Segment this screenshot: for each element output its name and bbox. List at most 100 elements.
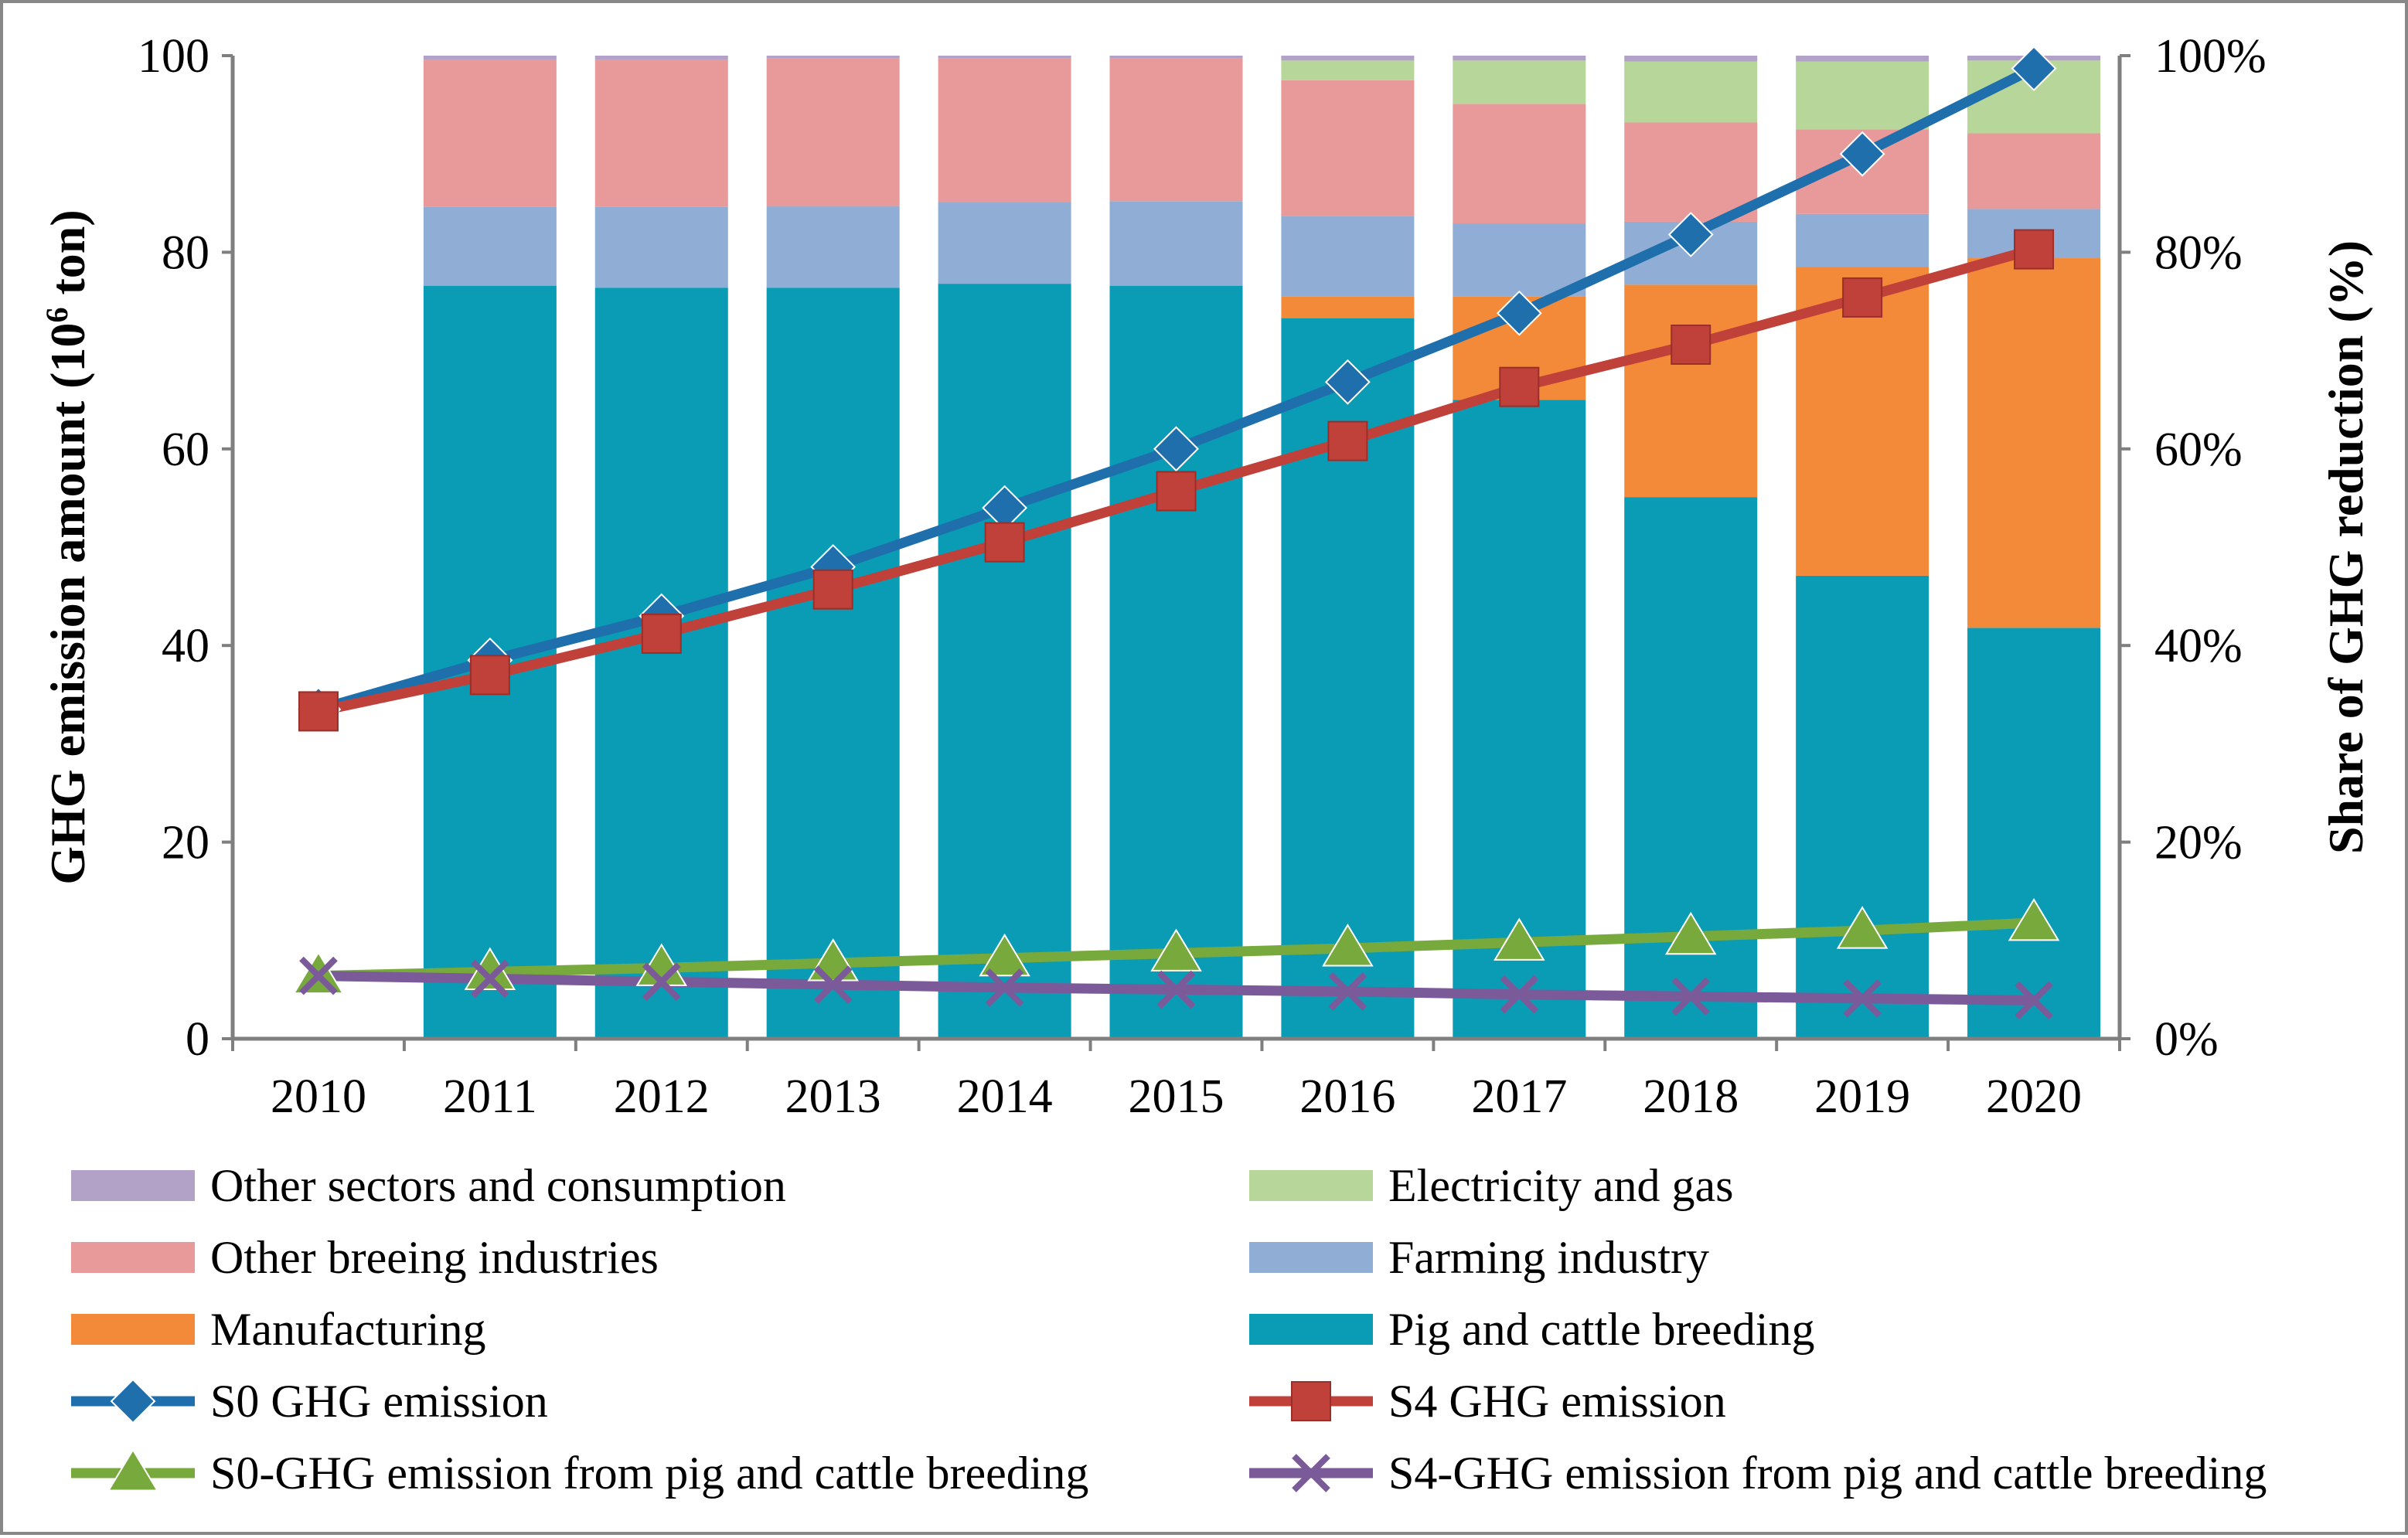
x-tick-label-2019: 2019 <box>1814 1070 1910 1123</box>
right-tick-label-40: 40% <box>2154 620 2243 672</box>
left-tick-label-80: 80 <box>162 226 209 279</box>
bar-manufacturing-2018 <box>1624 284 1758 498</box>
marker-s0-ghg-emission-2018 <box>1667 212 1714 257</box>
left-axis-title-sup: 6 <box>39 308 74 323</box>
left-tick-label-100: 100 <box>138 30 209 83</box>
bar-other-sectors-and-consumption-2013 <box>766 56 900 59</box>
right-tick-label-20: 20% <box>2154 817 2243 869</box>
legend-marker-s0-ghg-emission-from-pig-and-cattle-breeding <box>107 1448 159 1492</box>
marker-s4-ghg-emission-2010 <box>298 691 339 732</box>
bar-other-sectors-and-consumption-2011 <box>423 56 557 60</box>
legend-swatch-pig-and-cattle-breeding <box>1249 1314 1373 1345</box>
bar-farming-industry-2014 <box>938 202 1071 284</box>
legend-marker-s0-ghg-emission <box>110 1378 156 1424</box>
marker-s0-ghg-emission-from-pig-and-cattle-breeding-2019 <box>1836 906 1889 949</box>
x-tick-label-2016: 2016 <box>1299 1070 1395 1123</box>
marker-s4-ghg-emission-from-pig-and-cattle-breeding-2010-stroke-b <box>299 956 338 995</box>
bar-farming-industry-2016 <box>1281 216 1415 297</box>
bar-other-breeing-industries-2015 <box>1109 58 1243 202</box>
marker-s4-ghg-emission-from-pig-and-cattle-breeding-2019-stroke-b <box>1843 979 1882 1018</box>
bar-pig-and-cattle-breeding-2020 <box>1967 628 2101 1039</box>
right-tick-label-60: 60% <box>2154 424 2243 476</box>
bar-other-breeing-industries-2017 <box>1453 104 1586 224</box>
marker-s0-ghg-emission-2015 <box>1153 426 1199 472</box>
marker-s0-ghg-emission-2019 <box>1839 131 1885 177</box>
bar-other-sectors-and-consumption-2019 <box>1796 56 1929 62</box>
marker-s4-ghg-emission-2013 <box>812 569 853 610</box>
marker-s4-ghg-emission-from-pig-and-cattle-breeding-2020 <box>2015 981 2053 1020</box>
marker-s4-ghg-emission-from-pig-and-cattle-breeding-2013-stroke-b <box>813 965 853 1004</box>
legend-item-pig-and-cattle-breeding: Pig and cattle breeding <box>1249 1304 1814 1355</box>
bar-manufacturing-2020 <box>1967 258 2101 628</box>
marker-s4-ghg-emission-from-pig-and-cattle-breeding-2015 <box>1156 970 1196 1009</box>
right-tick-label-100: 100% <box>2154 30 2267 83</box>
marker-s4-ghg-emission-from-pig-and-cattle-breeding-2017-stroke-b <box>1500 975 1539 1014</box>
legend-marker-s4-ghg-emission-from-pig-and-cattle-breeding-stroke-b <box>1292 1454 1330 1492</box>
marker-s0-ghg-emission-2016 <box>1324 359 1371 405</box>
x-tick-label-2014: 2014 <box>957 1070 1053 1123</box>
marker-s4-ghg-emission-2014 <box>984 522 1025 563</box>
stacked-bars <box>423 56 2101 1039</box>
marker-s4-ghg-emission-from-pig-and-cattle-breeding-2018-stroke-b <box>1671 977 1711 1016</box>
bar-electricity-and-gas-2018 <box>1624 61 1758 123</box>
bar-electricity-and-gas-2019 <box>1796 61 1929 130</box>
left-axis-ticks: 0 20 40 60 80 100 <box>138 30 233 1066</box>
marker-s0-ghg-emission-from-pig-and-cattle-breeding-2020 <box>2008 897 2060 941</box>
bar-other-breeing-industries-2016 <box>1281 80 1415 216</box>
chart-svg: 0 20 40 60 80 100 0% 20% 40% 60% 80% 100% 2010 2011… <box>39 30 2374 1499</box>
x-tick-label-2011: 2011 <box>443 1070 537 1123</box>
legend-label-s0-ghg-emission-from-pig-and-cattle-breeding: S0-GHG emission from pig and cattle bree… <box>210 1448 1088 1499</box>
marker-s4-ghg-emission-from-pig-and-cattle-breeding-2014 <box>985 968 1024 1007</box>
x-tick-label-2010: 2010 <box>271 1070 366 1123</box>
legend-item-farming-industry: Farming industry <box>1249 1232 1709 1283</box>
bar-pig-and-cattle-breeding-2019 <box>1796 575 1929 1039</box>
marker-s4-ghg-emission-2018 <box>1671 324 1711 365</box>
marker-s0-ghg-emission-from-pig-and-cattle-breeding-2018 <box>1664 911 1717 955</box>
marker-s4-ghg-emission-from-pig-and-cattle-breeding-2011-stroke-b <box>471 959 509 999</box>
left-axis-title: GHG emission amount (106 ton) <box>39 209 96 884</box>
bar-other-sectors-and-consumption-2016 <box>1281 56 1415 61</box>
bar-farming-industry-2015 <box>1109 201 1243 286</box>
marker-s0-ghg-emission-from-pig-and-cattle-breeding-2016 <box>1322 924 1374 967</box>
right-tick-label-0: 0% <box>2154 1013 2219 1066</box>
left-axis-title-pre: GHG emission amount (10 <box>40 323 95 885</box>
bar-pig-and-cattle-breeding-2015 <box>1109 285 1243 1039</box>
marker-s4-ghg-emission-from-pig-and-cattle-breeding-2016 <box>1328 972 1367 1011</box>
bar-pig-and-cattle-breeding-2014 <box>938 284 1071 1039</box>
legend-item-manufacturing: Manufacturing <box>71 1304 486 1355</box>
marker-s4-ghg-emission-from-pig-and-cattle-breeding-2012-stroke-b <box>642 962 681 1002</box>
bar-other-breeing-industries-2014 <box>938 58 1071 202</box>
legend-item-other-breeing-industries: Other breeing industries <box>71 1232 659 1283</box>
bar-other-sectors-and-consumption-2018 <box>1624 56 1758 62</box>
bar-farming-industry-2017 <box>1453 223 1586 297</box>
bar-manufacturing-2019 <box>1796 267 1929 576</box>
legend-marker-s4-ghg-emission-from-pig-and-cattle-breeding <box>1292 1454 1330 1492</box>
marker-s0-ghg-emission-from-pig-and-cattle-breeding-2014 <box>979 933 1030 977</box>
legend-item-s0-ghg-emission-from-pig-and-cattle-breeding: S0-GHG emission from pig and cattle bree… <box>71 1448 1088 1499</box>
line-markers <box>292 46 2060 1020</box>
legend-swatch-other-breeing-industries <box>71 1242 195 1273</box>
x-tick-label-2012: 2012 <box>614 1070 710 1123</box>
x-axis-ticks: 2010 2011 2012 2013 2014 2015 2016 2017 2018 2019… <box>231 1039 2121 1123</box>
x-tick-label-2018: 2018 <box>1643 1070 1739 1123</box>
bar-other-sectors-and-consumption-2014 <box>938 56 1071 59</box>
legend-label-farming-industry: Farming industry <box>1388 1232 1709 1283</box>
marker-s4-ghg-emission-from-pig-and-cattle-breeding-2011 <box>471 959 509 999</box>
bar-other-breeing-industries-2018 <box>1624 122 1758 222</box>
marker-s4-ghg-emission-2019 <box>1842 277 1883 318</box>
marker-s4-ghg-emission-2017 <box>1499 366 1540 407</box>
left-tick-label-60: 60 <box>162 424 209 476</box>
marker-s0-ghg-emission-2020 <box>2011 46 2057 91</box>
left-axis-title-post: ton) <box>40 209 95 307</box>
marker-s4-ghg-emission-from-pig-and-cattle-breeding-2013 <box>813 965 853 1004</box>
marker-s4-ghg-emission-from-pig-and-cattle-breeding-2020-stroke-b <box>2015 981 2053 1020</box>
marker-s4-ghg-emission-2020 <box>2014 229 2055 270</box>
bar-other-breeing-industries-2012 <box>594 60 728 207</box>
marker-s0-ghg-emission-2017 <box>1496 290 1542 336</box>
right-tick-label-80: 80% <box>2154 226 2243 279</box>
bar-other-sectors-and-consumption-2012 <box>594 56 728 60</box>
legend-item-other-sectors-and-consumption: Other sectors and consumption <box>71 1160 786 1211</box>
legend-item-s4-ghg-emission: S4 GHG emission <box>1249 1376 1726 1427</box>
bar-manufacturing-2016 <box>1281 296 1415 318</box>
